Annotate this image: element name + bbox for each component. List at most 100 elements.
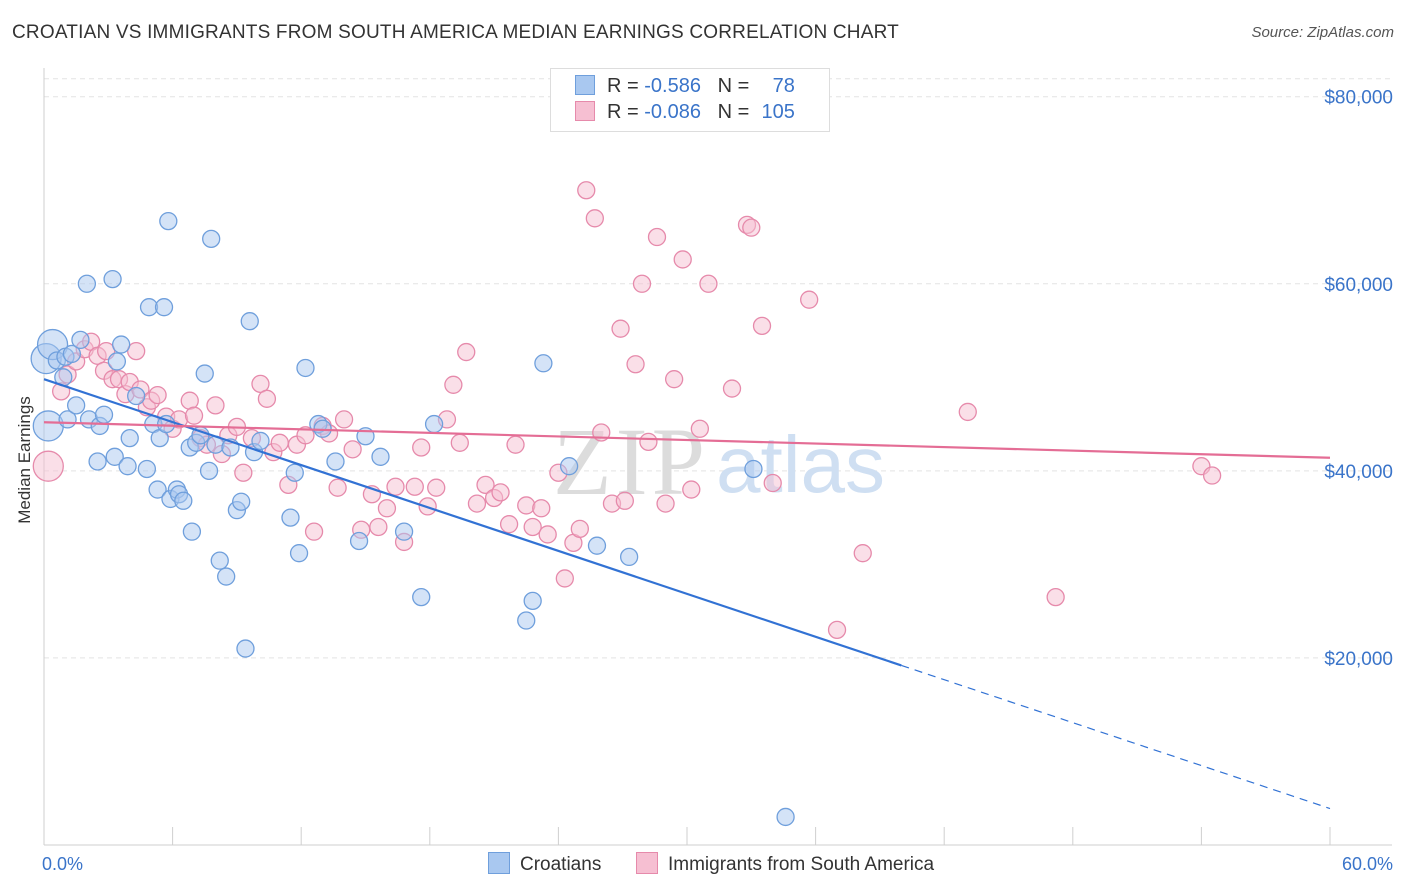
data-point bbox=[343, 440, 362, 459]
data-point bbox=[103, 269, 122, 289]
data-point bbox=[202, 229, 221, 249]
y-tick-label: $80,000 bbox=[1324, 88, 1393, 109]
data-point bbox=[412, 438, 431, 457]
data-point bbox=[157, 414, 176, 434]
data-point bbox=[427, 478, 446, 497]
y-tick-label: $40,000 bbox=[1324, 462, 1393, 483]
data-point bbox=[682, 480, 701, 499]
data-point bbox=[206, 396, 225, 415]
data-point bbox=[32, 450, 64, 482]
data-point bbox=[664, 370, 684, 389]
data-point bbox=[296, 426, 315, 445]
data-point bbox=[349, 531, 369, 551]
croatians-swatch bbox=[575, 75, 595, 95]
data-point bbox=[159, 211, 178, 231]
data-point bbox=[232, 492, 251, 511]
data-point bbox=[240, 312, 259, 331]
data-point bbox=[517, 611, 536, 630]
data-point bbox=[722, 379, 742, 398]
data-point bbox=[585, 209, 604, 228]
data-point bbox=[763, 473, 782, 493]
immigrants-legend-label: Immigrants from South America bbox=[668, 854, 935, 875]
r-value-croatians: -0.586 bbox=[644, 75, 701, 97]
data-point bbox=[517, 496, 536, 515]
data-point bbox=[217, 567, 236, 586]
croatians-legend-swatch bbox=[488, 852, 510, 874]
data-point bbox=[270, 433, 289, 452]
data-point bbox=[752, 316, 772, 336]
data-point bbox=[120, 428, 139, 448]
data-point bbox=[369, 517, 388, 537]
data-point bbox=[958, 402, 977, 422]
data-point bbox=[236, 639, 255, 658]
data-point bbox=[450, 433, 469, 452]
croatians-legend-label: Croatians bbox=[520, 854, 602, 875]
data-point bbox=[744, 459, 763, 479]
data-point bbox=[180, 391, 199, 410]
data-point bbox=[71, 330, 90, 350]
data-point bbox=[853, 544, 872, 563]
data-point bbox=[559, 457, 579, 476]
data-point bbox=[690, 419, 710, 438]
data-point bbox=[424, 414, 444, 434]
data-point bbox=[619, 547, 639, 567]
data-point bbox=[647, 227, 667, 247]
data-point bbox=[148, 385, 167, 405]
data-point bbox=[285, 463, 304, 482]
stats-legend: R = -0.586 N = 78 R = -0.086 N = 105 bbox=[550, 68, 830, 132]
data-point bbox=[281, 508, 300, 527]
data-point bbox=[77, 274, 97, 293]
data-point bbox=[538, 525, 557, 544]
data-point bbox=[639, 432, 658, 452]
data-point bbox=[137, 459, 157, 479]
data-point bbox=[154, 298, 174, 317]
n-label: N = bbox=[717, 75, 750, 97]
data-point bbox=[296, 358, 315, 378]
y-tick-labels: $20,000 $40,000 $60,000 $80,000 bbox=[1324, 88, 1393, 670]
chart-title: CROATIAN VS IMMIGRANTS FROM SOUTH AMERIC… bbox=[12, 22, 899, 43]
data-point bbox=[632, 274, 652, 293]
data-point bbox=[88, 452, 107, 471]
data-point bbox=[257, 389, 277, 408]
trend-lines bbox=[43, 378, 1331, 810]
data-point bbox=[776, 807, 795, 827]
data-point bbox=[148, 480, 167, 499]
data-point bbox=[1202, 466, 1222, 485]
immigrants-legend-swatch bbox=[636, 852, 658, 874]
data-point bbox=[371, 447, 390, 466]
data-point bbox=[251, 431, 270, 451]
data-point bbox=[800, 290, 819, 309]
data-point bbox=[827, 620, 847, 640]
data-point bbox=[195, 364, 214, 383]
data-point bbox=[105, 447, 124, 466]
data-point bbox=[1046, 587, 1065, 607]
data-point bbox=[326, 452, 345, 471]
data-point bbox=[457, 342, 476, 362]
data-point bbox=[444, 375, 463, 394]
data-point bbox=[532, 499, 551, 518]
y-tick-label: $60,000 bbox=[1324, 275, 1393, 296]
n-label: N = bbox=[717, 101, 750, 123]
croatians-trend-extension bbox=[901, 664, 1331, 810]
data-point bbox=[523, 517, 542, 537]
data-point bbox=[742, 218, 761, 237]
data-point bbox=[673, 250, 692, 269]
data-point bbox=[405, 477, 424, 496]
legend-row-immigrants: R = -0.086 N = 105 bbox=[575, 101, 795, 127]
legend-croatians: Croatians bbox=[488, 852, 601, 876]
x-tick-label: 0.0% bbox=[42, 854, 83, 874]
r-label: R = bbox=[607, 101, 639, 123]
data-point bbox=[506, 435, 525, 454]
data-point bbox=[577, 181, 596, 200]
data-point bbox=[182, 522, 202, 541]
data-point bbox=[377, 499, 397, 518]
source-label: Source: ZipAtlas.com bbox=[1251, 24, 1394, 41]
immigrants-trend-line bbox=[43, 421, 1331, 459]
data-point bbox=[328, 478, 347, 497]
n-value-immigrants: 105 bbox=[761, 101, 795, 123]
data-point bbox=[289, 544, 309, 563]
data-point bbox=[587, 536, 607, 555]
data-point bbox=[699, 274, 718, 293]
data-point bbox=[412, 587, 431, 607]
